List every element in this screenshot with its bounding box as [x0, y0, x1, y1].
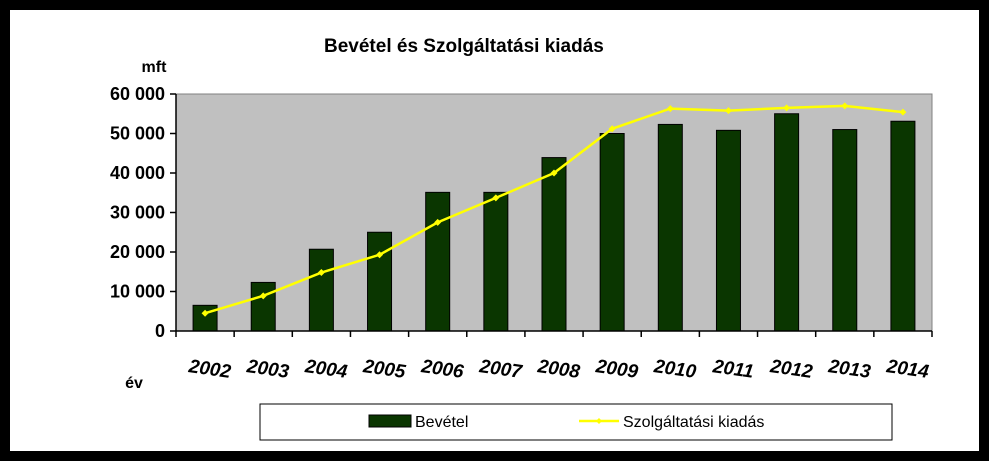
- bar-bevetel: [541, 157, 567, 332]
- legend-swatch-bevetel: [368, 414, 412, 428]
- point-kiadas: [841, 102, 849, 110]
- chart-frame: Bevétel és Szolgáltatási kiadás mft év 0…: [10, 10, 979, 451]
- x-axis-unit-label: év: [125, 375, 143, 392]
- x-tick-label: 2009: [594, 356, 640, 383]
- x-tick-label: 2004: [303, 356, 349, 383]
- point-kiadas: [434, 218, 442, 226]
- bar-bevetel: [367, 231, 393, 332]
- point-kiadas: [724, 107, 732, 115]
- bar-bevetel: [890, 120, 916, 332]
- point-kiadas: [259, 292, 267, 300]
- x-tick-label: 2014: [884, 356, 930, 383]
- x-tick-label: 2012: [768, 356, 814, 383]
- bar-bevetel: [599, 133, 625, 332]
- legend: Bevétel Szolgáltatási kiadás: [259, 403, 893, 441]
- bar-bevetel: [715, 129, 741, 332]
- x-tick-label: 2007: [477, 356, 524, 383]
- x-tick-label: 2011: [711, 356, 755, 383]
- chart-title: Bevétel és Szolgáltatási kiadás: [324, 36, 604, 57]
- bar-bevetel: [832, 129, 858, 332]
- point-kiadas: [376, 251, 384, 259]
- y-tick-label: 20 000: [110, 242, 165, 262]
- y-axis: 0 10 000 20 000 30 000 40 000 50 000 60 000: [110, 84, 177, 341]
- point-kiadas: [666, 105, 674, 113]
- y-tick-label: 10 000: [110, 282, 165, 302]
- x-tick-label: 2006: [419, 356, 465, 383]
- x-tick-label: 2002: [186, 356, 232, 383]
- legend-label-bevetel: Bevétel: [415, 414, 468, 431]
- bar-bevetel: [425, 191, 451, 332]
- bar-bevetel: [774, 113, 800, 332]
- x-tick-label: 2010: [652, 356, 698, 383]
- bar-bevetel: [192, 304, 218, 332]
- bar-bevetel: [250, 281, 276, 332]
- point-kiadas: [899, 108, 907, 116]
- point-kiadas: [201, 309, 209, 317]
- y-tick-label: 50 000: [110, 124, 165, 144]
- legend-label-kiadas: Szolgáltatási kiadás: [623, 414, 764, 431]
- point-kiadas: [783, 104, 791, 112]
- legend-marker-kiadas: [596, 418, 602, 424]
- y-tick-label: 30 000: [110, 203, 165, 223]
- point-kiadas: [492, 194, 500, 202]
- legend-box: [259, 403, 893, 441]
- point-kiadas: [608, 125, 616, 133]
- bar-bevetel: [308, 248, 334, 332]
- x-tick-label: 2008: [535, 356, 581, 383]
- x-tick-label: 2005: [361, 356, 407, 383]
- y-tick-label: 0: [155, 321, 165, 341]
- point-kiadas: [550, 169, 558, 177]
- bar-bevetel: [657, 123, 683, 332]
- y-tick-label: 40 000: [110, 163, 165, 183]
- bar-series: [192, 113, 916, 332]
- y-tick-label: 60 000: [110, 84, 165, 104]
- chart-svg: Bevétel és Szolgáltatási kiadás mft év 0…: [110, 36, 933, 441]
- y-axis-unit-label: mft: [142, 59, 168, 76]
- x-tick-label: 2013: [826, 356, 872, 383]
- line-series: [201, 102, 907, 317]
- x-axis: 2002 2003 2004 2005 2006 2007 2008 2009 2010 2011…: [175, 330, 933, 383]
- point-kiadas: [317, 269, 325, 277]
- x-tick-label: 2003: [245, 356, 291, 383]
- bar-bevetel: [483, 191, 509, 332]
